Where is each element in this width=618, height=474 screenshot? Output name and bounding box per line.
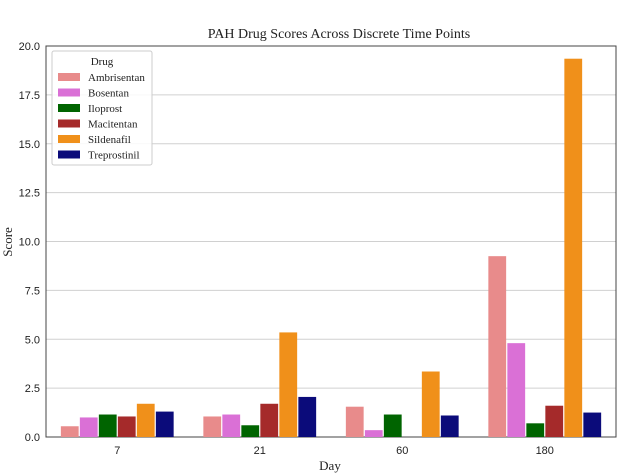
plot-layer: 0.0 2.5 5.0 7.5 10.0 12.5 15.0 17.5 20.0 7 21 60 180 [19, 41, 617, 457]
legend-swatch-macitentan [58, 119, 80, 128]
y-tick-label: 12.5 [19, 188, 40, 200]
legend-title: Drug [91, 56, 114, 68]
legend-label-macitentan: Macitentan [88, 119, 138, 131]
y-tick-label: 7.5 [25, 285, 40, 297]
legend-label-sildenafil: Sildenafil [88, 134, 131, 146]
chart-title: PAH Drug Scores Across Discrete Time Poi… [208, 27, 470, 42]
y-tick-label: 15.0 [19, 139, 40, 151]
y-tick-label: 20.0 [19, 41, 40, 53]
legend-swatch-sildenafil [58, 135, 80, 143]
legend-label-iloprost: Iloprost [88, 103, 122, 115]
bar-ambrisentan-60 [345, 406, 364, 437]
legend-swatch-bosentan [58, 88, 80, 97]
bar-sildenafil-21 [279, 332, 298, 437]
bar-iloprost-7 [98, 414, 117, 437]
bar-ambrisentan-7 [60, 426, 79, 437]
legend-swatch-iloprost [58, 104, 80, 112]
bar-sildenafil-7 [136, 403, 155, 437]
x-tick-label: 180 [536, 445, 554, 457]
x-tick-label: 60 [396, 445, 408, 457]
y-tick-label: 5.0 [25, 334, 40, 346]
bar-bosentan-60 [364, 430, 383, 437]
y-tick-label: 2.5 [25, 383, 40, 395]
y-tick-label: 10.0 [19, 237, 40, 249]
bar-treprostinil-7 [155, 411, 174, 437]
bar-macitentan-21 [260, 403, 279, 437]
x-tick-label: 21 [254, 445, 266, 457]
x-axis-label: Day [319, 458, 341, 473]
legend-swatch-ambrisentan [58, 73, 80, 81]
y-tick-label: 17.5 [19, 90, 40, 102]
bar-bosentan-21 [222, 414, 241, 437]
legend: Drug Ambrisentan Bosentan Iloprost Macitenta… [51, 50, 153, 166]
bar-bosentan-180 [507, 343, 526, 437]
legend-label-bosentan: Bosentan [88, 88, 129, 100]
bar-macitentan-7 [117, 416, 136, 437]
bar-bosentan-7 [79, 417, 98, 437]
bar-treprostinil-180 [583, 412, 602, 437]
bar-iloprost-180 [526, 423, 545, 437]
legend-label-treprostinil: Treprostinil [88, 150, 140, 162]
legend-swatch-treprostinil [58, 150, 80, 159]
bar-ambrisentan-21 [203, 416, 222, 437]
bar-iloprost-60 [383, 414, 402, 437]
plot-frame [45, 45, 617, 438]
bar-treprostinil-60 [440, 415, 459, 437]
bar-sildenafil-60 [421, 371, 440, 437]
y-axis-label: Score [0, 227, 15, 257]
bar-ambrisentan-180 [488, 256, 507, 437]
bar-iloprost-21 [241, 425, 260, 437]
x-tick-label: 7 [114, 445, 120, 457]
y-tick-label: 0.0 [25, 432, 40, 444]
legend-label-ambrisentan: Ambrisentan [88, 72, 145, 84]
bar-macitentan-180 [545, 405, 564, 437]
bar-treprostinil-21 [298, 396, 317, 437]
bar-sildenafil-180 [564, 58, 583, 438]
